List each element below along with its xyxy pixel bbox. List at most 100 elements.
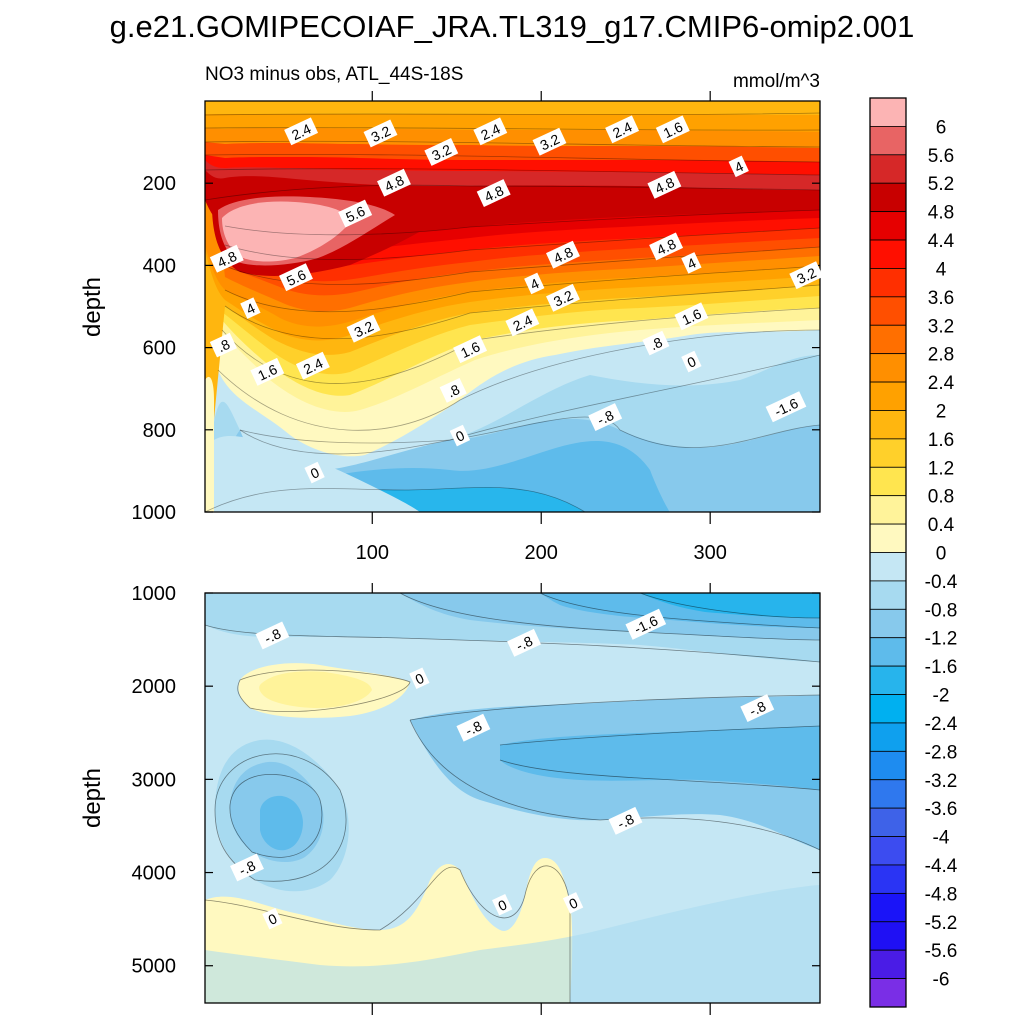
bottom-panel-x-ticks — [371, 583, 711, 1015]
contour-label-text: 4.8 — [551, 244, 576, 267]
colorbar-label: -4.8 — [925, 884, 958, 905]
contour-label-text: 3.2 — [429, 141, 454, 164]
colorbar-swatch — [869, 296, 907, 326]
colorbar-swatch — [869, 523, 907, 553]
contour-label-box — [625, 608, 667, 640]
contour-label-text: 2.4 — [510, 311, 535, 334]
y-tick-label: 200 — [143, 173, 176, 195]
contour-label-box — [473, 117, 508, 146]
colorbar-label: -0.4 — [925, 572, 958, 593]
colorbar-swatch — [869, 466, 907, 497]
colorbar-label: 4.4 — [928, 231, 955, 252]
contour-label-box — [240, 297, 261, 319]
colorbar-label: 6 — [936, 117, 947, 138]
contour-label: 4 — [681, 252, 702, 274]
colorbar-swatch — [869, 580, 907, 610]
contour-label-box — [681, 350, 702, 373]
colorbar-swatch — [869, 126, 907, 156]
contour-label-box — [649, 232, 684, 261]
bottom-panel-y-axis-label: depth — [79, 768, 106, 828]
colorbar-swatch — [869, 211, 907, 241]
contour-label-text: -.8 — [615, 811, 637, 832]
contour-label: 3.2 — [363, 119, 398, 148]
colorbar-swatch — [869, 665, 907, 695]
contour-label: .8 — [209, 332, 237, 358]
colorbar-label: 3.6 — [928, 288, 954, 309]
colorbar-swatch — [869, 892, 907, 923]
colorbar-label: 4.8 — [928, 203, 954, 224]
contour-label: 0 — [681, 350, 702, 373]
contour-label: 2.4 — [295, 351, 330, 380]
contour-label-box — [605, 115, 640, 144]
contour-label: 0 — [562, 892, 584, 914]
bottom-panel-contour-labels: -.8 -.8-1.60-.8-.8-.8-.800 0 — [230, 608, 775, 930]
contour-label: -.8 — [230, 853, 264, 882]
contour-label: -.8 — [507, 628, 542, 657]
contour-label: 4 — [728, 155, 749, 178]
contour-label-box — [209, 244, 244, 273]
contour-label-box — [284, 117, 319, 146]
contour-label-box — [449, 424, 471, 447]
contour-label: 4.8 — [649, 232, 684, 261]
contour-label-text: 1.6 — [661, 118, 686, 141]
colorbar-swatch — [869, 637, 907, 667]
colorbar-label: 5.6 — [928, 146, 954, 167]
contour-label: 4 — [240, 297, 261, 319]
contour-label-box — [728, 155, 749, 178]
x-tick-label: 200 — [525, 542, 558, 564]
units-label: mmol/m^3 — [733, 71, 820, 92]
contour-label: 1.6 — [674, 302, 709, 331]
colorbar-label: -4 — [933, 828, 950, 849]
bottom-panel-frame — [204, 592, 821, 1004]
contour-label: 5.6 — [338, 199, 373, 228]
contour-label-text: 1.6 — [255, 361, 280, 384]
contour-label-box — [250, 357, 285, 386]
contour-label-text: 5.6 — [343, 203, 368, 226]
colorbar-label: -1.2 — [925, 629, 958, 650]
colorbar-swatch — [869, 154, 907, 184]
contour-label-text: 4.8 — [215, 248, 240, 271]
contour-label: 0 — [409, 667, 430, 690]
x-tick-label: 300 — [693, 542, 726, 564]
contour-label-box — [524, 272, 545, 295]
top-panel-y-axis-label: depth — [79, 277, 106, 337]
top-panel-field — [205, 101, 820, 512]
contour-label-text: 4.8 — [482, 182, 507, 205]
colorbar-swatch — [869, 978, 907, 1008]
x-tick-label: 100 — [356, 542, 389, 564]
contour-label-box — [546, 240, 580, 269]
contour-label: 3.2 — [789, 261, 824, 290]
contour-label-box — [476, 179, 511, 207]
top-panel-contour-labels: 2.4 3.23.22.4 3.22.4 1.644.85.64.8 4.84.85.6… — [209, 115, 824, 484]
contour-label: 3.2 — [532, 127, 567, 156]
contour-label-text: -.8 — [236, 857, 258, 878]
contour-label-box — [295, 351, 330, 380]
contour-label-text: 1.6 — [679, 305, 704, 328]
contour-label-box — [453, 335, 488, 364]
contour-label: 3.2 — [346, 314, 381, 343]
contour-label: 4.8 — [209, 244, 244, 273]
contour-label-box — [532, 127, 567, 156]
colorbar-swatch — [869, 608, 907, 639]
colorbar-label: 1.6 — [928, 430, 954, 451]
top-panel-x-ticks: 100 200 300 — [356, 91, 727, 564]
colorbar-swatch — [869, 864, 907, 894]
contour-label-box — [209, 332, 237, 358]
contour-label-box — [255, 621, 290, 650]
contour-label-text: 4.8 — [382, 172, 407, 195]
contour-label: 1.6 — [250, 357, 285, 386]
contour-label-text: -.8 — [747, 698, 769, 719]
contour-label-box — [363, 119, 398, 148]
contour-label-text: 2.4 — [301, 355, 326, 378]
colorbar-label: 4 — [936, 259, 947, 280]
contour-label: -.8 — [456, 713, 491, 742]
colorbar-label: -3.6 — [925, 799, 958, 820]
contour-label-box — [789, 261, 824, 290]
colorbar-swatch — [869, 495, 907, 525]
colorbar-label: 0.4 — [928, 515, 955, 536]
contour-label-box — [409, 667, 430, 690]
contour-label-box — [588, 403, 623, 431]
top-panel-subtitle: NO3 minus obs, ATL_44S-18S — [205, 64, 463, 85]
contour-label-text: -.8 — [514, 633, 536, 654]
